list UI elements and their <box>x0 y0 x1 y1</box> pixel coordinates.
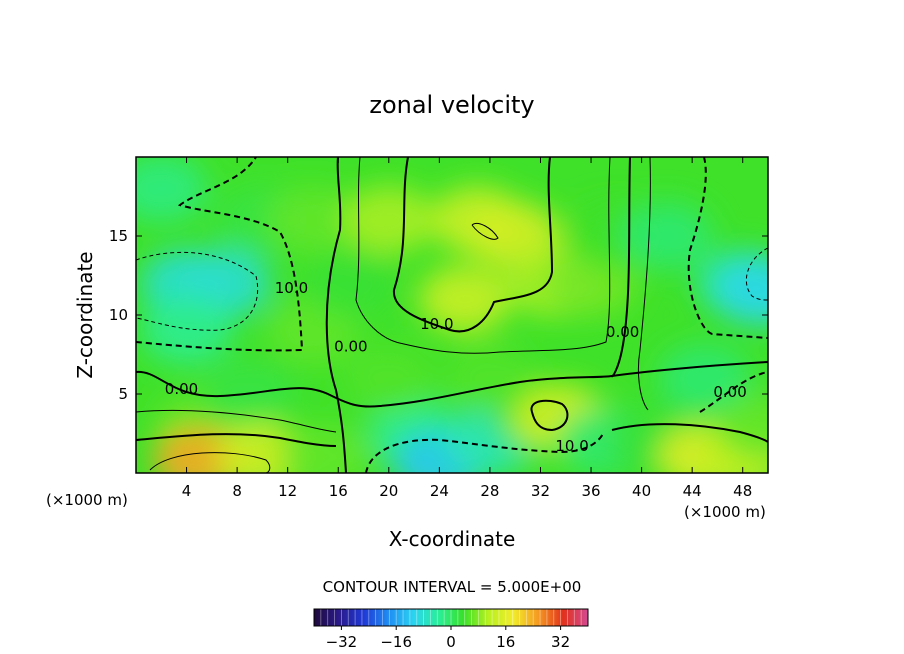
ten-contour-line <box>471 223 499 240</box>
x-tick-label: 40 <box>632 482 651 500</box>
neg-ten-contour-line <box>745 247 768 301</box>
contour-label: 0.00 <box>606 323 639 341</box>
y-axis: 5 10 15 <box>109 227 768 403</box>
field-sample <box>620 202 713 270</box>
field-sample <box>342 344 435 413</box>
zero-contour-line <box>136 433 337 447</box>
colorbar-stripes <box>313 609 589 626</box>
x-tick-label: 32 <box>531 482 550 500</box>
field-sample <box>266 186 359 255</box>
zero-contour-line <box>611 423 768 443</box>
colorbar-tick-label: 0 <box>446 633 456 651</box>
x-tick-label: 12 <box>278 482 297 500</box>
x-tick-label: 24 <box>430 482 449 500</box>
ten-contour-line <box>530 399 569 432</box>
x-tick-label: 48 <box>733 482 752 500</box>
x-tick-label: 44 <box>683 482 702 500</box>
x-tick-label: 4 <box>182 482 192 500</box>
colorbar: −32 −16 0 16 32 <box>313 608 589 651</box>
neg-five-contour-line <box>699 371 768 413</box>
zero-contour-line <box>611 157 631 378</box>
ten-contour-line <box>392 157 554 333</box>
x-tick-label: 28 <box>480 482 499 500</box>
y-tick-label: 15 <box>109 227 128 245</box>
field-sample <box>136 157 208 223</box>
x-tick-label: 8 <box>232 482 242 500</box>
z-unit-label: (×1000 m) <box>46 491 128 509</box>
five-contour-line <box>136 409 337 433</box>
contour-labels: 0.00 10.0 0.00 10.0 0.00 0.00 10.0 <box>165 279 747 455</box>
colorbar-fill <box>314 609 588 626</box>
x-axis-label: X-coordinate <box>389 527 516 551</box>
field-sample <box>715 257 768 326</box>
neg-five-contour-line <box>365 431 605 473</box>
chart-title: zonal velocity <box>369 91 534 119</box>
zero-contour-line <box>325 157 347 473</box>
colorbar-tick-label: 32 <box>551 633 570 651</box>
colorbar-tick-label: −32 <box>326 633 358 651</box>
x-tick-label: 36 <box>581 482 600 500</box>
contour-lines <box>136 157 768 473</box>
colorbar-ticks: −32 −16 0 16 32 <box>326 626 570 651</box>
neg-ten-contour-line <box>136 251 259 331</box>
y-tick-label: 10 <box>109 306 128 324</box>
ten-contour-line <box>149 452 271 473</box>
x-axis: 4 8 12 16 20 24 28 32 36 40 44 48 <box>182 157 752 500</box>
field-sample <box>658 344 751 413</box>
velocity-field <box>136 157 768 473</box>
neg-five-contour-line <box>687 157 768 339</box>
x-unit-label: (×1000 m) <box>684 503 766 521</box>
x-tick-label: 20 <box>379 482 398 500</box>
field-sample <box>140 296 233 365</box>
field-sample <box>715 391 768 460</box>
contour-label: 10.0 <box>420 315 453 333</box>
five-contour-line <box>355 157 611 354</box>
x-tick-label: 16 <box>329 482 348 500</box>
contour-label: 10.0 <box>555 437 588 455</box>
zero-contour-line <box>136 361 768 408</box>
field-sample <box>342 186 435 255</box>
field-sample <box>418 265 511 334</box>
contour-label: 0.00 <box>334 337 367 355</box>
colorbar-tick-label: 16 <box>496 633 515 651</box>
field-sample <box>443 344 536 413</box>
colorbar-tick-label: −16 <box>380 633 412 651</box>
five-contour-line <box>637 157 651 411</box>
contour-label: 10.0 <box>275 279 308 297</box>
contour-interval-text: CONTOUR INTERVAL = 5.000E+00 <box>323 578 582 596</box>
y-tick-label: 5 <box>118 385 128 403</box>
field-sample <box>304 249 397 318</box>
contour-label: 0.00 <box>713 383 746 401</box>
contour-label: 0.00 <box>165 380 198 398</box>
field-sample <box>279 423 372 473</box>
y-axis-label: Z-coordinate <box>73 251 97 378</box>
